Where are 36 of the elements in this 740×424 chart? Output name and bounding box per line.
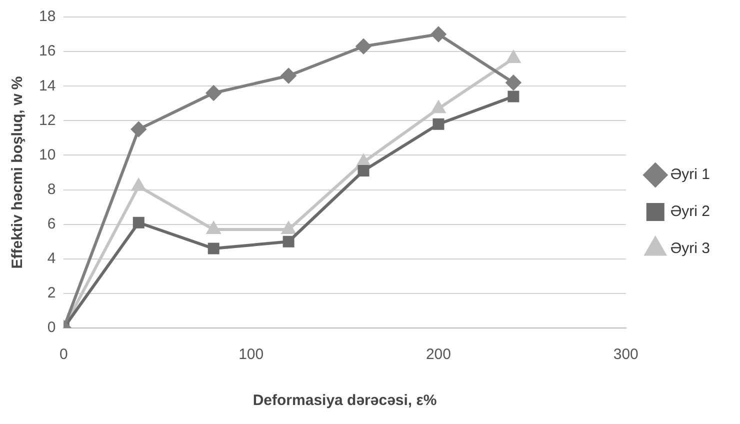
y-tick-label: 4 xyxy=(47,250,56,268)
x-tick-label: 200 xyxy=(426,346,451,364)
point xyxy=(506,75,521,90)
legend-label: Əyri 2 xyxy=(670,203,710,220)
point xyxy=(131,122,146,137)
point xyxy=(132,178,146,191)
point xyxy=(432,101,446,114)
y-tick-label: 14 xyxy=(38,77,56,94)
point xyxy=(282,236,294,248)
point xyxy=(432,118,444,130)
point xyxy=(358,165,370,177)
y-tick-label: 8 xyxy=(47,180,56,198)
x-tick-label: 100 xyxy=(238,346,264,364)
point xyxy=(132,216,144,228)
y-tick-label: 10 xyxy=(38,146,56,164)
y-axis-title: Effektiv həcmi boşluq, w % xyxy=(9,76,26,269)
point xyxy=(206,86,222,101)
point xyxy=(282,222,296,234)
point xyxy=(208,242,220,254)
point xyxy=(356,38,372,54)
y-tick-label: 12 xyxy=(38,112,56,129)
point xyxy=(206,222,220,234)
x-tick-label: 0 xyxy=(60,346,68,364)
y-tick-label: 0 xyxy=(47,319,56,336)
y-tick-label: 6 xyxy=(47,215,56,232)
legend-label: Əyri 1 xyxy=(670,166,710,184)
point xyxy=(356,154,370,167)
y-tick-label: 16 xyxy=(38,42,56,60)
point xyxy=(430,26,446,42)
point xyxy=(281,68,296,84)
y-tick-label: 2 xyxy=(47,284,56,302)
x-axis-title: Deformasiya dərəcəsi, ε% xyxy=(252,392,437,410)
legend-label: Əyri 3 xyxy=(670,240,710,258)
x-tick-label: 300 xyxy=(613,346,638,364)
point xyxy=(508,90,520,102)
y-tick-label: 18 xyxy=(38,8,56,26)
